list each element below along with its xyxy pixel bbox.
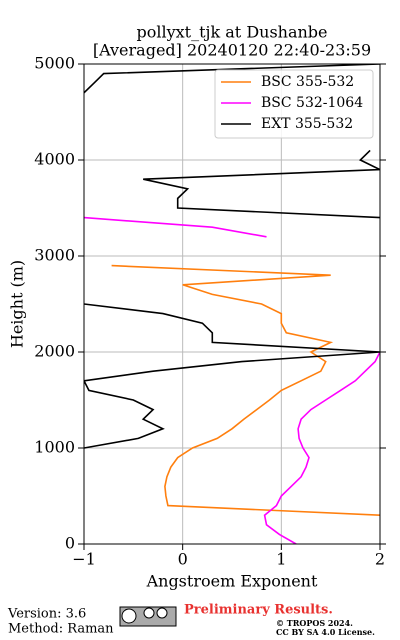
y-tick-label: 2000 [34,342,75,361]
cc-logo [119,606,177,627]
x-tick-label: 0 [178,550,188,569]
license: CC BY SA 4.0 License. [276,627,375,637]
chart-title: pollyxt_tjk at Dushanbe [136,23,327,42]
x-tick-label: −1 [72,550,96,569]
profile-line [84,64,380,449]
legend-label: BSC 355-532 [261,74,354,90]
y-axis-label: Height (m) [8,260,27,348]
y-tick-label: 5000 [34,54,75,73]
y-tick-label: 0 [65,534,75,553]
preliminary-note: Preliminary Results. [184,603,333,618]
y-tick-label: 3000 [34,246,75,265]
version: Version: 3.6 [7,607,86,622]
x-tick-label: 1 [276,550,286,569]
y-tick-label: 4000 [34,150,75,169]
profile-line [84,216,380,544]
chart-subtitle: [Averaged] 20240120 22:40-23:59 [93,41,371,60]
legend-label: BSC 532-1064 [261,95,363,111]
legend-label: EXT 355-532 [261,116,353,132]
profile-line [111,264,380,516]
method: Method: Raman [8,622,114,637]
x-tick-label: 2 [375,550,385,569]
x-axis-label: Angstroem Exponent [146,572,318,591]
y-tick-label: 1000 [34,438,75,457]
copyright: © TROPOS 2024. [276,618,353,628]
plot-frame [83,63,381,545]
legend-box [214,69,374,139]
